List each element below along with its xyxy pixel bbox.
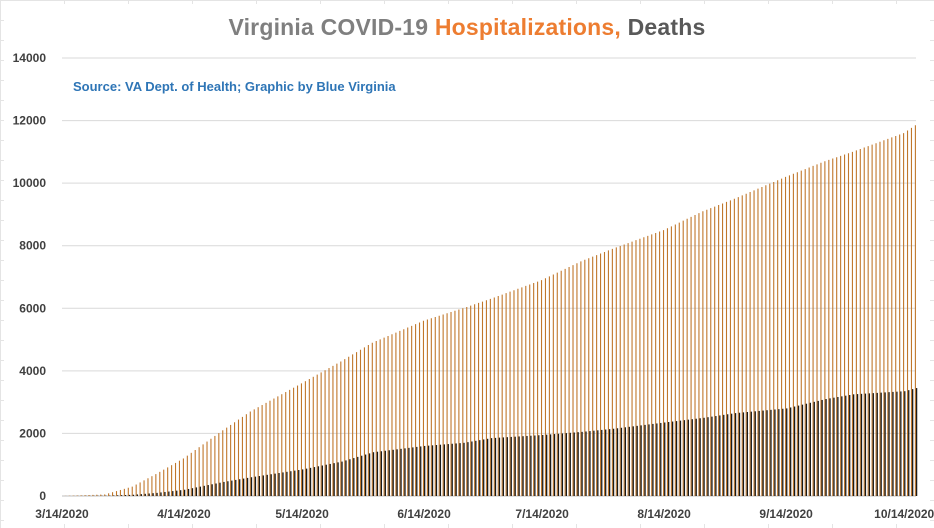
x-tick-label: 3/14/2020 bbox=[35, 507, 89, 521]
x-tick-label: 4/14/2020 bbox=[157, 507, 211, 521]
y-tick-label: 10000 bbox=[13, 176, 47, 190]
x-tick-label: 7/14/2020 bbox=[515, 507, 569, 521]
title-part-virginia: Virginia COVID-19 bbox=[228, 14, 435, 40]
y-tick-label: 4000 bbox=[19, 364, 46, 378]
source-note: Source: VA Dept. of Health; Graphic by B… bbox=[73, 79, 396, 94]
y-tick-label: 0 bbox=[39, 489, 46, 503]
x-tick-label: 8/14/2020 bbox=[637, 507, 691, 521]
title-part-hospitalizations: Hospitalizations, bbox=[434, 14, 622, 40]
y-tick-label: 8000 bbox=[19, 239, 46, 253]
x-tick-label: 9/14/2020 bbox=[759, 507, 813, 521]
y-tick-label: 6000 bbox=[19, 301, 46, 315]
title-part-deaths: Deaths bbox=[621, 14, 706, 40]
y-tick-label: 14000 bbox=[13, 51, 47, 65]
x-tick-label: 5/14/2020 bbox=[275, 507, 329, 521]
y-tick-label: 12000 bbox=[13, 114, 47, 128]
y-tick-label: 2000 bbox=[19, 426, 46, 440]
chart-title: Virginia COVID-19 Hospitalizations, Deat… bbox=[0, 14, 934, 41]
x-tick-label: 6/14/2020 bbox=[397, 507, 451, 521]
x-tick-label: 10/14/2020 bbox=[874, 507, 934, 521]
